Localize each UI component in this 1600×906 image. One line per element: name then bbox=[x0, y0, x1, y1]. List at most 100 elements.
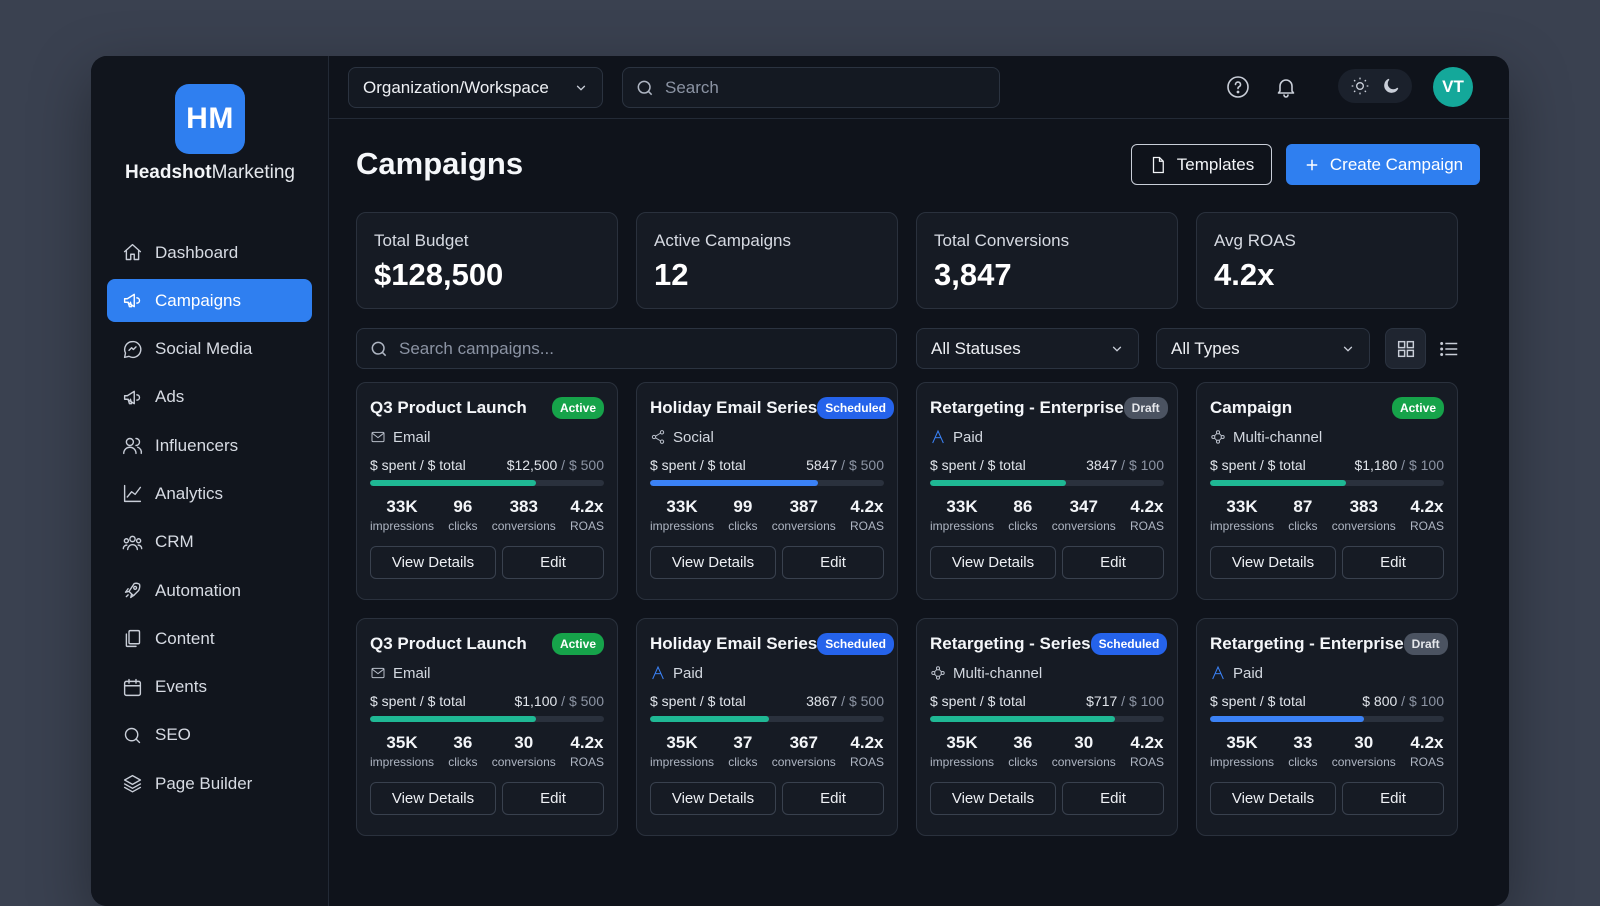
metric-roas: 4.2x ROAS bbox=[1130, 733, 1164, 769]
view-details-button[interactable]: View Details bbox=[1210, 546, 1336, 579]
metric-caption: ROAS bbox=[569, 755, 604, 769]
campaign-name[interactable]: Campaign bbox=[1210, 398, 1293, 417]
help-icon[interactable] bbox=[1224, 73, 1252, 101]
sidebar-item-campaigns[interactable]: Campaigns bbox=[107, 279, 312, 323]
metric-roas: 4.2x ROAS bbox=[850, 497, 884, 533]
campaign-name[interactable]: Q3 Product Launch bbox=[370, 398, 527, 417]
campaign-type-label: Email bbox=[393, 664, 431, 682]
sidebar-item-content[interactable]: Content bbox=[107, 617, 312, 660]
grid-view-button[interactable] bbox=[1385, 328, 1426, 369]
sidebar-item-label: Influencers bbox=[155, 435, 239, 455]
global-search[interactable] bbox=[622, 67, 1000, 108]
campaign-type-label: Paid bbox=[673, 664, 704, 682]
rocket-icon bbox=[121, 580, 143, 602]
metric-value: 33K bbox=[1226, 497, 1258, 516]
metric-caption: impressions bbox=[650, 755, 715, 769]
campaign-name[interactable]: Retargeting - Series bbox=[930, 634, 1091, 653]
sidebar-item-label: SEO bbox=[155, 725, 191, 745]
spent-amount: $1,180 / $ 100 bbox=[1354, 457, 1444, 473]
theme-toggle[interactable] bbox=[1338, 69, 1412, 103]
spent-amount: 3867 / $ 500 bbox=[806, 693, 884, 709]
home-icon bbox=[121, 242, 143, 264]
sidebar-item-social-media[interactable]: Social Media bbox=[107, 328, 312, 371]
copy-icon bbox=[121, 628, 143, 650]
view-details-button[interactable]: View Details bbox=[370, 782, 496, 815]
view-details-button[interactable]: View Details bbox=[370, 546, 496, 579]
view-details-button[interactable]: View Details bbox=[930, 546, 1056, 579]
status-filter[interactable]: All Statuses bbox=[916, 328, 1139, 369]
edit-button[interactable]: Edit bbox=[502, 782, 604, 815]
view-details-button[interactable]: View Details bbox=[1210, 782, 1336, 815]
view-details-button[interactable]: View Details bbox=[930, 782, 1056, 815]
view-details-button[interactable]: View Details bbox=[650, 782, 776, 815]
edit-button[interactable]: Edit bbox=[782, 782, 884, 815]
metric-impressions: 35K impressions bbox=[930, 733, 994, 769]
edit-button[interactable]: Edit bbox=[1342, 546, 1444, 579]
budget-progress-bar bbox=[370, 716, 604, 722]
moon-icon[interactable] bbox=[1381, 76, 1401, 96]
calendar-icon bbox=[121, 676, 143, 698]
metric-caption: ROAS bbox=[1409, 755, 1444, 769]
campaign-name[interactable]: Q3 Product Launch bbox=[370, 634, 527, 653]
metric-value: 347 bbox=[1069, 497, 1098, 516]
create-campaign-button[interactable]: Create Campaign bbox=[1286, 144, 1480, 185]
global-search-input[interactable] bbox=[665, 77, 965, 98]
status-badge: Active bbox=[1391, 397, 1444, 419]
campaign-name[interactable]: Holiday Email Series bbox=[650, 398, 818, 417]
sidebar-item-label: Ads bbox=[155, 387, 185, 407]
edit-button[interactable]: Edit bbox=[502, 546, 604, 579]
metric-clicks: 87 clicks bbox=[1288, 497, 1317, 533]
status-badge: Active bbox=[551, 633, 604, 655]
avatar[interactable]: VT bbox=[1433, 67, 1473, 107]
sidebar-item-seo[interactable]: SEO bbox=[107, 714, 312, 757]
campaign-name[interactable]: Retargeting - Enterprise bbox=[930, 398, 1124, 417]
edit-button[interactable]: Edit bbox=[1062, 546, 1164, 579]
bell-icon[interactable] bbox=[1272, 73, 1300, 101]
sun-icon[interactable] bbox=[1350, 76, 1370, 96]
spent-label: $ spent / $ total bbox=[650, 457, 746, 473]
sidebar-item-crm[interactable]: CRM bbox=[107, 521, 312, 564]
metric-caption: impressions bbox=[930, 755, 995, 769]
metric-caption: impressions bbox=[370, 755, 435, 769]
network-icon bbox=[1211, 430, 1225, 444]
campaign-search-input[interactable] bbox=[399, 338, 879, 359]
grid-icon bbox=[1397, 340, 1414, 357]
campaign-type-label: Email bbox=[393, 428, 431, 446]
sidebar-item-analytics[interactable]: Analytics bbox=[107, 472, 312, 515]
spent-label: $ spent / $ total bbox=[1210, 457, 1306, 473]
metric-roas: 4.2x ROAS bbox=[1410, 497, 1444, 533]
list-view-button[interactable] bbox=[1428, 328, 1469, 369]
campaign-name[interactable]: Retargeting - Enterprise bbox=[1210, 634, 1404, 653]
edit-button[interactable]: Edit bbox=[782, 546, 884, 579]
campaign-type: Paid bbox=[1210, 662, 1444, 684]
templates-button[interactable]: Templates bbox=[1131, 144, 1272, 185]
campaign-type-label: Social bbox=[673, 428, 714, 446]
edit-button[interactable]: Edit bbox=[1342, 782, 1444, 815]
metric-conversions: 387 conversions bbox=[772, 497, 836, 533]
campaign-name[interactable]: Holiday Email Series bbox=[650, 634, 818, 653]
campaign-card: Holiday Email Series Scheduled Paid $ spent… bbox=[636, 618, 898, 836]
sidebar-item-ads[interactable]: Ads bbox=[107, 376, 312, 419]
metric-clicks: 96 clicks bbox=[448, 497, 477, 533]
chevron-down-icon bbox=[576, 85, 586, 91]
metric-conversions: 383 conversions bbox=[1332, 497, 1396, 533]
sidebar-item-events[interactable]: Events bbox=[107, 666, 312, 709]
spent-label: $ spent / $ total bbox=[370, 693, 466, 709]
edit-button[interactable]: Edit bbox=[1062, 782, 1164, 815]
type-filter[interactable]: All Types bbox=[1156, 328, 1370, 369]
view-details-button[interactable]: View Details bbox=[650, 546, 776, 579]
campaign-search[interactable] bbox=[356, 328, 897, 369]
spent-amount: $ 800 / $ 100 bbox=[1362, 693, 1444, 709]
metric-caption: conversions bbox=[771, 755, 836, 769]
sidebar-item-dashboard[interactable]: Dashboard bbox=[107, 231, 312, 274]
sidebar-item-automation[interactable]: Automation bbox=[107, 569, 312, 612]
workspace-select[interactable]: Organization/Workspace bbox=[348, 67, 603, 108]
brand-name: HeadshotMarketing bbox=[125, 162, 295, 183]
metric-value: 30 bbox=[514, 733, 534, 752]
sidebar-item-label: Events bbox=[155, 677, 207, 697]
metric-value: 4.2x bbox=[850, 733, 884, 752]
sidebar-item-page-builder[interactable]: Page Builder bbox=[107, 762, 312, 805]
sidebar-item-influencers[interactable]: Influencers bbox=[107, 424, 312, 467]
metric-caption: clicks bbox=[728, 755, 758, 769]
document-icon bbox=[1152, 156, 1164, 173]
